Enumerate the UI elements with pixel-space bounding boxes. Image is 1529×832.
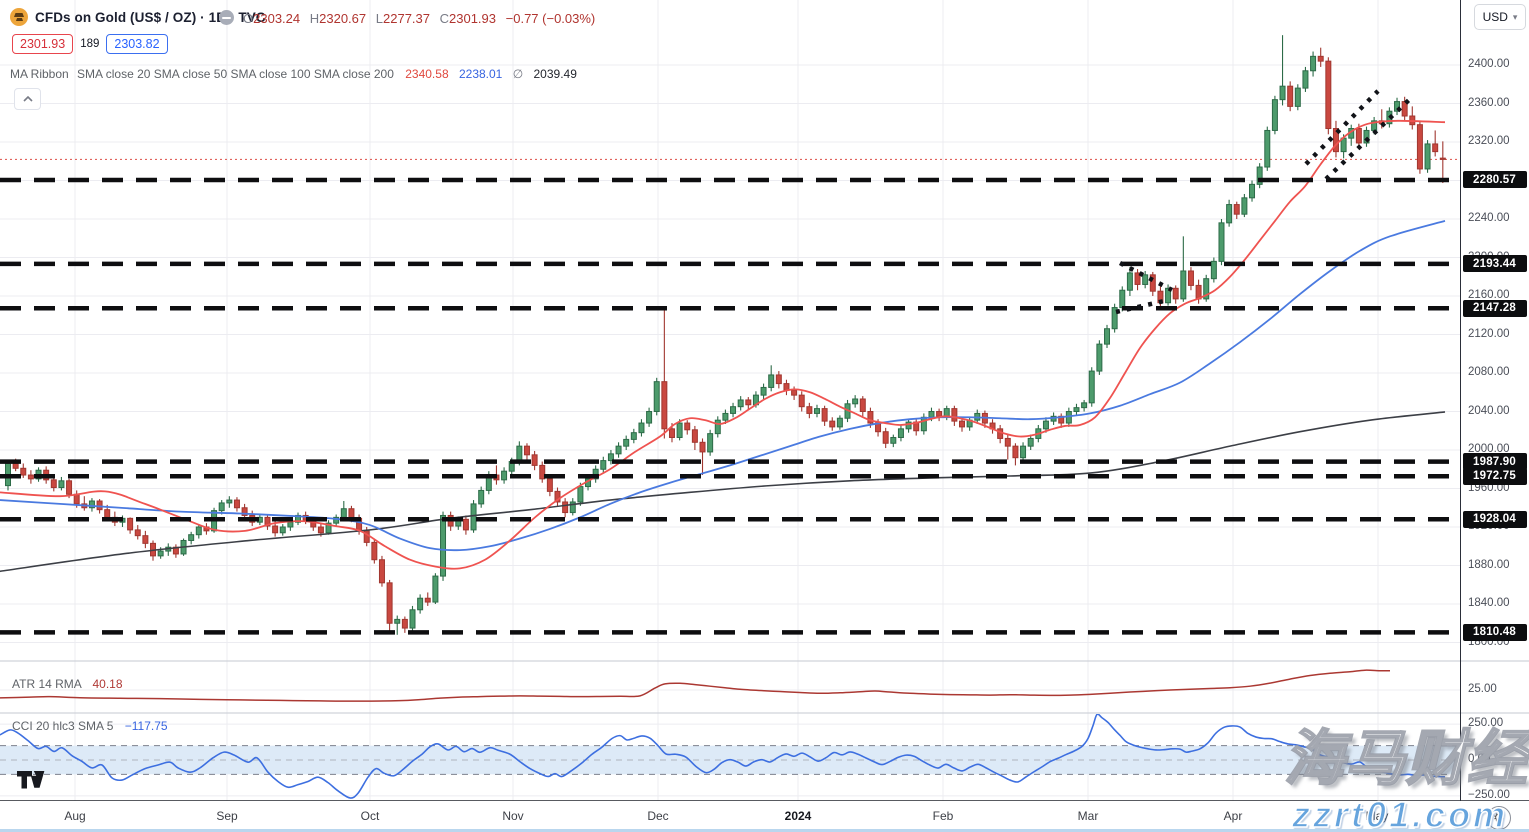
price-tick-label: 2040.00 (1468, 404, 1510, 417)
atr-label[interactable]: ATR 14 RMA (12, 677, 82, 691)
price-level-badge: 2280.57 (1462, 171, 1527, 189)
cci-tick-label: −250.00 (1468, 788, 1510, 801)
dotted-trendline[interactable] (1324, 95, 1414, 181)
open-value: 2303.24 (253, 11, 301, 26)
currency-selector[interactable]: USD ▾ (1474, 4, 1526, 30)
time-axis-label: Sep (216, 809, 238, 823)
price-tick-label: 1840.00 (1468, 597, 1510, 609)
high-value: 2320.67 (319, 11, 367, 26)
ma-ribbon-legend: MA Ribbon SMA close 20 SMA close 50 SMA … (10, 67, 577, 81)
cci-tick-label: 0.00 (1468, 753, 1491, 765)
close-value: 2301.93 (449, 11, 497, 26)
symbol-row: CFDs on Gold (US$ / OZ) · 1D · TVC (10, 8, 266, 26)
time-axis-label: Apr (1223, 809, 1243, 823)
price-axis[interactable]: 2400.002360.002320.002280.002240.002200.… (1461, 0, 1529, 801)
close-label: C (439, 11, 450, 26)
price-level-badge: 1928.04 (1462, 510, 1527, 528)
cci-tick-label: 250.00 (1468, 717, 1504, 730)
time-axis[interactable]: Aug Sep Oct Nov Dec 2024 Feb Mar Apr May (0, 801, 1529, 829)
change-value: −0.77 (−0.03%) (505, 11, 596, 26)
buy-price-button[interactable]: 2303.82 (106, 34, 168, 54)
atr-legend: ATR 14 RMA 40.18 (12, 677, 123, 691)
price-tick-label: 2400.00 (1468, 58, 1510, 70)
price-level-badge: 1972.75 (1462, 467, 1527, 485)
time-axis-label: Aug (64, 809, 86, 823)
dotted-trendline[interactable] (1115, 298, 1165, 315)
cci-legend: CCI 20 hlc3 SMA 5 −117.75 (12, 719, 168, 733)
axis-settings-gear-icon[interactable]: ⚙ (1487, 806, 1511, 830)
low-label: L (375, 11, 383, 26)
spread-value: 189 (80, 38, 100, 50)
currency-label: USD (1482, 10, 1508, 24)
quote-row: 2301.93 189 2303.82 (12, 34, 168, 54)
price-tick-label: 2160.00 (1468, 289, 1510, 301)
tradingview-logo[interactable] (17, 771, 45, 789)
symbol-title[interactable]: CFDs on Gold (US$ / OZ) · 1D · TVC (35, 9, 266, 25)
watermark-underline (0, 829, 1529, 832)
sma100-value: ∅ (512, 67, 524, 81)
ohlc-readout: O2303.24 H2320.67 L2277.37 C2301.93 −0.7… (243, 11, 595, 26)
sma50-line (0, 220, 1446, 552)
price-tick-label: 2360.00 (1468, 96, 1510, 109)
time-axis-label: 2024 (784, 809, 812, 823)
atr-value: 40.18 (92, 677, 123, 691)
price-tick-label: 2120.00 (1468, 327, 1510, 340)
price-level-badge: 1987.90 (1462, 453, 1527, 471)
time-axis-label: Dec (647, 809, 669, 823)
gold-symbol-icon (10, 8, 28, 26)
sma20-line (0, 119, 1446, 570)
price-tick-label: 2320.00 (1468, 135, 1510, 147)
ma-ribbon-label[interactable]: MA Ribbon (10, 67, 69, 81)
time-axis-label: May (1365, 809, 1389, 823)
cci-label[interactable]: CCI 20 hlc3 SMA 5 (12, 719, 114, 733)
ma-ribbon-params: SMA close 20 SMA close 50 SMA close 100 … (77, 67, 394, 81)
sma200-value: 2039.49 (533, 67, 577, 81)
low-value: 2277.37 (383, 11, 430, 26)
high-label: H (309, 11, 320, 26)
price-level-badge: 1810.48 (1462, 623, 1527, 641)
atr-tick-label: 25.00 (1468, 683, 1497, 695)
open-label: O (243, 11, 254, 26)
price-level-badge: 2147.28 (1462, 299, 1527, 317)
sma20-value: 2340.58 (405, 67, 449, 81)
price-tick-label: 2000.00 (1468, 443, 1510, 455)
dotted-trendline[interactable] (1304, 89, 1380, 166)
atr-line (0, 669, 1391, 702)
price-tick-label: 2240.00 (1468, 212, 1510, 224)
sma50-value: 2238.01 (458, 67, 503, 81)
time-axis-label: Feb (932, 809, 954, 823)
collapse-legend-button[interactable] (14, 88, 41, 110)
source-toggle-icon[interactable] (219, 10, 234, 25)
chevron-up-icon (22, 96, 33, 102)
price-tick-label: 1880.00 (1468, 558, 1510, 571)
sma200-line (0, 411, 1446, 573)
price-tick-label: 2080.00 (1468, 366, 1510, 378)
time-axis-label: Oct (360, 809, 380, 823)
sell-price-button[interactable]: 2301.93 (12, 34, 74, 54)
time-axis-label: Mar (1077, 809, 1099, 823)
chevron-down-icon: ▾ (1512, 11, 1518, 22)
cci-line (0, 714, 1446, 799)
time-axis-label: Nov (502, 809, 524, 823)
price-level-badge: 2193.44 (1462, 255, 1527, 273)
cci-value: −117.75 (124, 719, 168, 733)
